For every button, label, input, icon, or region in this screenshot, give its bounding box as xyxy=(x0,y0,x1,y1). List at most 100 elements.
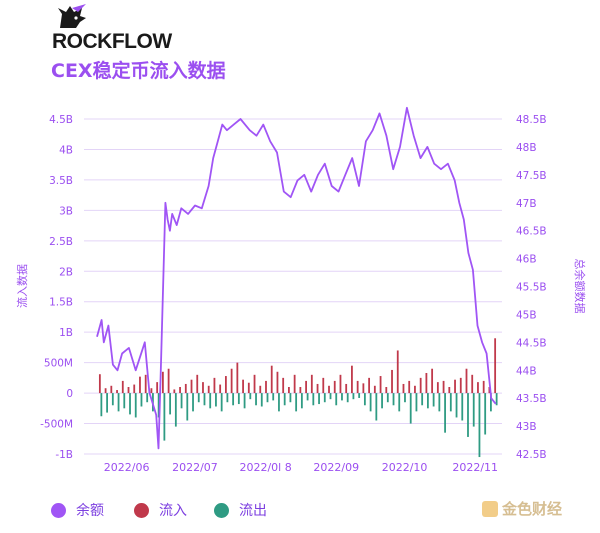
right-tick-label: 44B xyxy=(516,365,537,377)
outflow-bar xyxy=(392,393,395,406)
outflow-bar xyxy=(117,393,120,412)
outflow-bar xyxy=(226,393,229,403)
outflow-bar xyxy=(232,393,235,406)
left-tick-label: 1B xyxy=(59,327,73,339)
outflow-bar xyxy=(272,393,275,401)
inflow-bar xyxy=(270,365,273,394)
watermark: 金色财经 xyxy=(482,498,562,519)
inflow-bar xyxy=(425,372,428,394)
outflow-bar xyxy=(106,393,108,413)
x-tick-label: 2022/10 xyxy=(382,461,428,474)
outflow-bar xyxy=(329,393,332,400)
legend-label-inflow: 流入 xyxy=(159,503,187,519)
inflow-bar xyxy=(351,365,353,394)
outflow-bar xyxy=(266,393,269,403)
inflow-bar xyxy=(282,377,285,394)
inflow-bar xyxy=(190,379,193,394)
right-tick-label: 46.5B xyxy=(516,226,547,238)
right-tick-label: 48B xyxy=(516,142,537,154)
inflow-bar xyxy=(402,383,405,394)
inflow-bar xyxy=(362,383,365,394)
x-tick-label: 2022/0l 8 xyxy=(239,461,291,474)
unicorn-icon xyxy=(58,4,86,28)
inflow-bar xyxy=(184,383,187,394)
outflow-bar xyxy=(495,393,498,406)
outflow-bar xyxy=(111,393,114,406)
outflow-bar xyxy=(220,393,223,412)
chart: -1B -500M 0 500M 1B 1.5B 2B 2.5B 3B 3.5B 4B 4.5B 42.… xyxy=(15,106,587,474)
outflow-bar xyxy=(472,393,475,427)
right-tick-label: 43.5B xyxy=(516,393,547,405)
outflow-bar xyxy=(318,393,320,405)
legend-swatch-balance xyxy=(51,502,66,518)
inflow-bar xyxy=(236,362,239,394)
inflow-bar xyxy=(161,371,164,394)
inflow-bar xyxy=(356,380,359,394)
right-tick-label: 44.5B xyxy=(516,337,547,349)
outflow-bar xyxy=(398,393,401,412)
inflow-bar xyxy=(471,374,474,394)
right-tick-label: 47B xyxy=(516,198,537,210)
outflow-bar xyxy=(421,393,424,406)
watermark-text: 金色财经 xyxy=(502,500,563,518)
outflow-bar xyxy=(375,393,378,421)
legend-swatch-inflow xyxy=(134,502,149,518)
right-tick-label: 46B xyxy=(516,254,537,266)
inflow-bar xyxy=(224,376,227,394)
inflow-bar xyxy=(442,380,445,394)
x-tick-label: 2022/11 xyxy=(452,461,498,474)
inflow-bar xyxy=(110,385,113,394)
outflow-bar xyxy=(381,393,383,409)
outflow-bar xyxy=(312,393,315,406)
inflow-bar xyxy=(459,377,462,394)
outflow-bar xyxy=(260,393,263,407)
legend-label-outflow: 流出 xyxy=(239,503,267,519)
outflow-bar xyxy=(249,393,252,400)
inflow-bar xyxy=(139,376,141,394)
inflow-bar xyxy=(293,374,296,394)
legend-item-inflow: 流入 xyxy=(134,500,187,520)
left-tick-label: 2B xyxy=(59,266,73,278)
inflow-bar xyxy=(494,338,497,394)
inflow-bar xyxy=(121,380,124,394)
outflow-bar xyxy=(197,393,200,403)
inflow-bar xyxy=(288,387,290,394)
outflow-bar xyxy=(278,393,280,412)
outflow-bar xyxy=(163,393,166,441)
brand-logo: ROCKFLOW xyxy=(52,4,172,53)
inflow-bar xyxy=(488,387,491,394)
legend-item-balance: 余额 xyxy=(51,500,104,520)
inflow-bar xyxy=(247,382,250,394)
outflow-bar xyxy=(432,393,435,407)
outflow-bar xyxy=(243,393,246,409)
left-tick-label: 3B xyxy=(59,205,73,217)
outflow-bar xyxy=(426,393,429,409)
legend-swatch-outflow xyxy=(214,502,229,518)
left-axis-title: 流入数据 xyxy=(15,264,29,308)
outflow-bar xyxy=(444,393,446,433)
inflow-bar xyxy=(259,385,262,394)
right-tick-label: 45.5B xyxy=(516,282,547,294)
inflow-bar xyxy=(414,385,416,394)
inflow-bar xyxy=(173,389,176,394)
inflow-bar xyxy=(253,374,256,394)
inflow-bar xyxy=(144,374,147,394)
outflow-bar xyxy=(455,393,458,418)
inflow-bar xyxy=(104,388,107,394)
chart-title: CEX稳定币流入数据 xyxy=(51,60,226,82)
right-tick-label: 47.5B xyxy=(516,170,547,182)
outflow-bar xyxy=(490,393,492,412)
inflow-bar xyxy=(333,380,336,394)
left-tick-label: 0 xyxy=(66,388,73,400)
inflow-bar xyxy=(213,377,216,394)
outflow-bar xyxy=(404,393,406,403)
inflow-bar xyxy=(419,377,422,394)
inflow-bar xyxy=(316,383,319,394)
inflow-bar xyxy=(339,374,342,394)
inflow-bar xyxy=(328,385,330,394)
left-tick-label: 500M xyxy=(44,358,73,370)
outflow-bar xyxy=(323,393,326,403)
inflow-bar xyxy=(207,385,210,394)
inflow-bar xyxy=(305,380,307,394)
left-tick-label: 3.5B xyxy=(49,175,73,187)
